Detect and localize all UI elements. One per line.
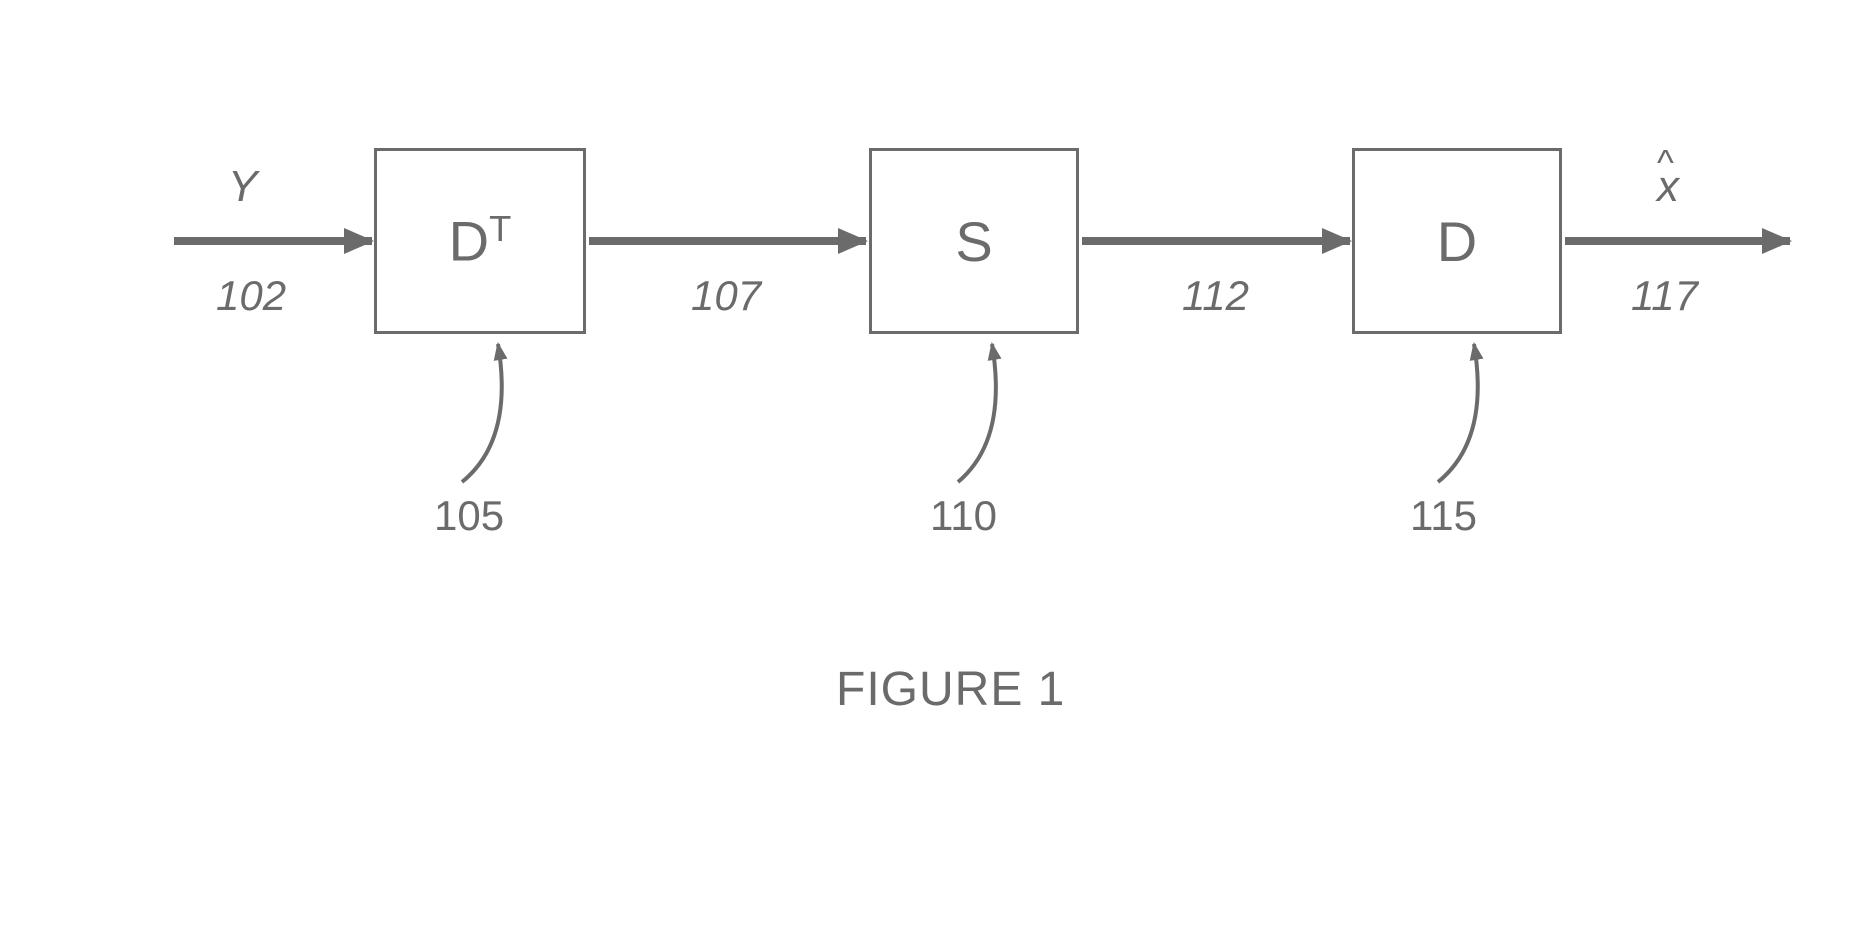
input-label-y: Y xyxy=(228,162,257,212)
block-ref-115: 115 xyxy=(1410,492,1477,540)
arrow-input xyxy=(0,0,1875,933)
figure-caption: FIGURE 1 xyxy=(836,662,1065,717)
arrow-ref-117: 117 xyxy=(1631,272,1698,320)
arrow-ref-107: 107 xyxy=(691,272,761,320)
diagram-canvas: DT S D xyxy=(0,0,1875,933)
block-ref-110: 110 xyxy=(930,492,997,540)
block-ref-105: 105 xyxy=(434,492,504,540)
output-label-xhat: x xyxy=(1657,162,1679,212)
arrow-ref-112: 112 xyxy=(1182,272,1249,320)
arrow-ref-102: 102 xyxy=(216,272,286,320)
